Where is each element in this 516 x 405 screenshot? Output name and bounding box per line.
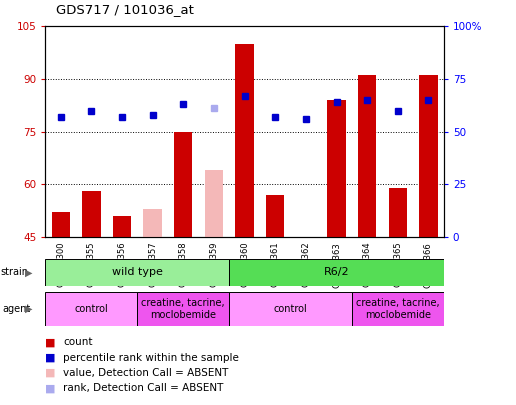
Text: value, Detection Call = ABSENT: value, Detection Call = ABSENT <box>63 368 229 378</box>
Bar <box>45 259 229 286</box>
Text: ■: ■ <box>45 353 56 362</box>
Bar <box>327 100 346 237</box>
Text: percentile rank within the sample: percentile rank within the sample <box>63 353 239 362</box>
Bar <box>45 292 137 326</box>
Text: rank, Detection Call = ABSENT: rank, Detection Call = ABSENT <box>63 384 224 393</box>
Text: control: control <box>273 304 308 314</box>
Text: ▶: ▶ <box>25 267 33 277</box>
Bar <box>229 292 352 326</box>
Bar <box>419 75 438 237</box>
Bar <box>143 209 162 237</box>
Bar <box>52 212 70 237</box>
Text: agent: agent <box>3 304 31 314</box>
Bar <box>113 216 131 237</box>
Text: count: count <box>63 337 93 347</box>
Bar <box>229 259 444 286</box>
Bar <box>174 132 192 237</box>
Bar <box>82 191 101 237</box>
Text: creatine, tacrine,
moclobemide: creatine, tacrine, moclobemide <box>356 298 440 320</box>
Text: creatine, tacrine,
moclobemide: creatine, tacrine, moclobemide <box>141 298 225 320</box>
Bar <box>389 188 407 237</box>
Bar <box>358 75 376 237</box>
Text: R6/2: R6/2 <box>324 267 349 277</box>
Text: control: control <box>74 304 108 314</box>
Text: ▶: ▶ <box>25 304 33 314</box>
Text: wild type: wild type <box>112 267 163 277</box>
Bar <box>235 44 254 237</box>
Text: GDS717 / 101036_at: GDS717 / 101036_at <box>56 3 194 16</box>
Text: ■: ■ <box>45 368 56 378</box>
Bar <box>205 170 223 237</box>
Bar <box>266 195 284 237</box>
Bar <box>137 292 229 326</box>
Text: strain: strain <box>1 267 28 277</box>
Text: ■: ■ <box>45 384 56 393</box>
Bar <box>352 292 444 326</box>
Text: ■: ■ <box>45 337 56 347</box>
